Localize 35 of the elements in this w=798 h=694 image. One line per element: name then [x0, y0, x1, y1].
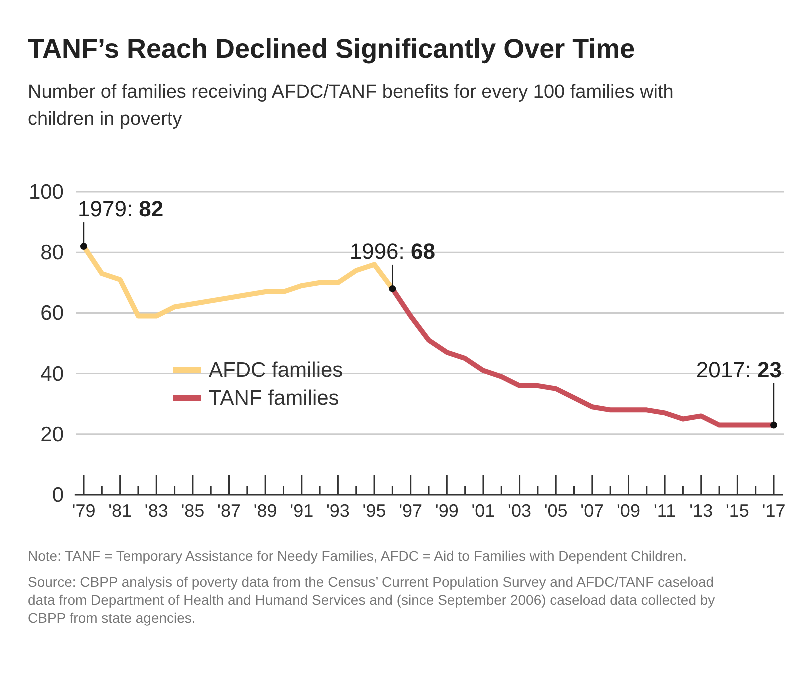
y-tick-label: 60 — [40, 302, 64, 326]
chart-subtitle: Number of families receiving AFDC/TANF benefits for every 100 families with children in poverty — [28, 82, 674, 130]
x-tick-label: '89 — [254, 501, 278, 521]
x-tick-label: '07 — [580, 501, 604, 521]
x-tick-label: '85 — [181, 501, 205, 521]
x-tick-label: '83 — [144, 501, 168, 521]
x-tick-label: '99 — [435, 501, 459, 521]
x-tick-label: '81 — [108, 501, 132, 521]
y-tick-label: 20 — [40, 423, 64, 446]
legend-label: AFDC families — [209, 359, 344, 382]
x-tick-label: '93 — [326, 501, 350, 521]
x-tick-label: '05 — [544, 501, 568, 521]
annotation: 2017: 23 — [696, 357, 782, 382]
x-tick-label: '91 — [290, 501, 314, 521]
y-tick-label: 0 — [52, 484, 64, 507]
x-tick-label: '79 — [72, 501, 96, 521]
x-tick-label: '87 — [218, 501, 241, 521]
x-tick-label: '95 — [362, 501, 386, 521]
x-tick-label: '15 — [726, 501, 750, 521]
x-tick-label: '03 — [508, 501, 532, 521]
x-tick-label: '13 — [690, 501, 714, 521]
y-tick-label: 100 — [28, 181, 64, 204]
y-tick-label: 80 — [40, 242, 64, 265]
x-tick-label: '17 — [762, 501, 786, 521]
x-tick-label: '97 — [399, 501, 423, 521]
annotation: 1979: 82 — [78, 196, 164, 222]
y-tick-label: 40 — [40, 362, 64, 386]
text: Note: TANF = Temporary Assistance for Needy Families, AFDC = Aid to Families with Dependent Children. — [28, 548, 688, 564]
x-tick-label: '01 — [472, 501, 496, 521]
x-tick-label: '11 — [654, 501, 676, 521]
annotation: 1996: 68 — [350, 238, 436, 264]
legend-label: TANF families — [209, 387, 340, 410]
chart-title: TANF’s Reach Declined Significantly Over Time — [28, 34, 636, 64]
x-tick-label: '09 — [617, 501, 640, 521]
source-note: Source: CBPP analysis of poverty data from the Census’ Current Population Survey and AFDC/TANF caseload data from Department of Health and Humand Services and (since September 2006) caseload data collected by CBPP from state agencies. — [28, 574, 716, 626]
